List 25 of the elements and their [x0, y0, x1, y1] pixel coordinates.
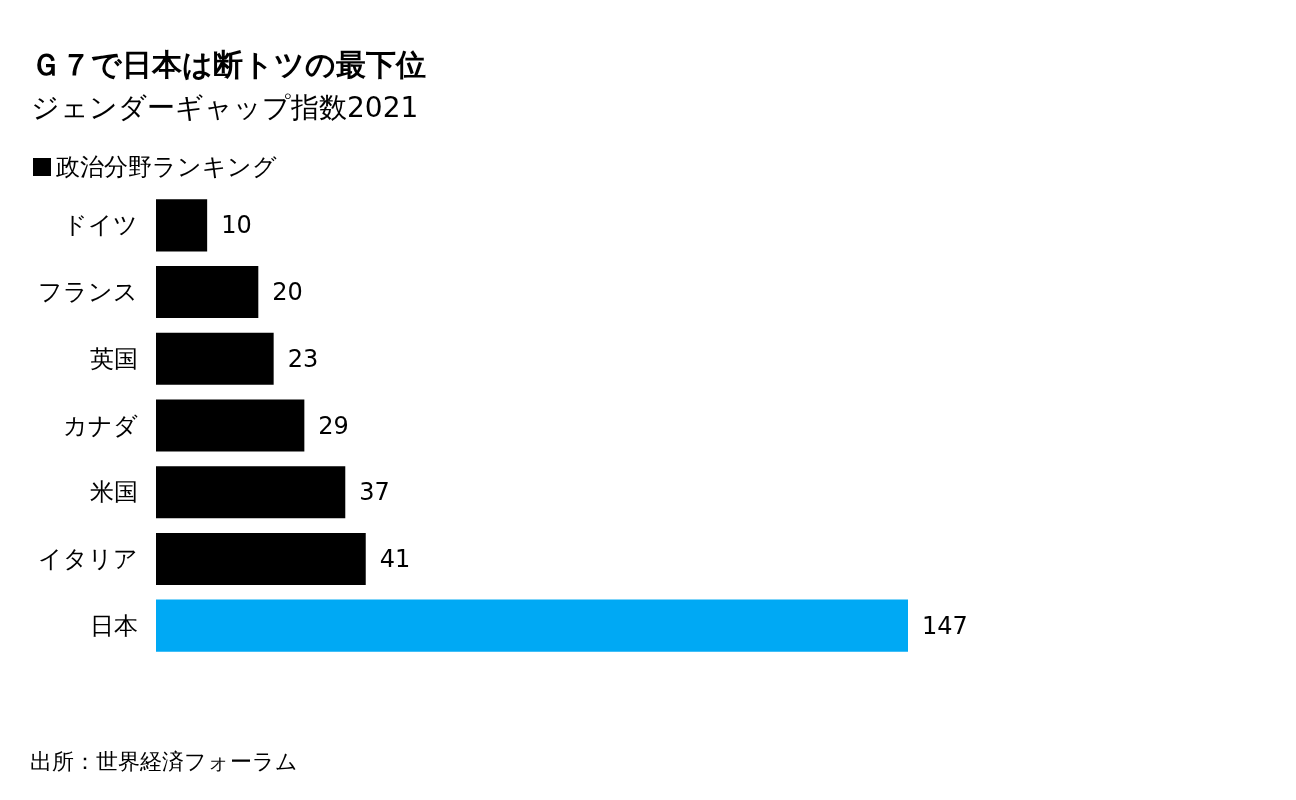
bar [156, 199, 208, 252]
data-label: 23 [287, 344, 319, 373]
data-label: 20 [272, 278, 303, 307]
bar [156, 266, 259, 319]
chart-subtitle: ジェンダーギャップ指数2021 [31, 90, 419, 124]
bar [156, 466, 346, 519]
data-label: 10 [221, 211, 252, 240]
y-tick-label: 英国 [90, 344, 138, 373]
data-label: 29 [318, 411, 349, 440]
y-tick-label: ドイツ [63, 211, 138, 240]
text: 出所：世界経済フォーラム [30, 748, 298, 774]
y-tick-label: カナダ [63, 411, 138, 440]
data-label: 41 [379, 544, 411, 573]
bar [156, 332, 274, 385]
y-tick-label: 米国 [90, 478, 138, 507]
y-tick-label: 日本 [90, 611, 138, 640]
data-label: 147 [922, 611, 968, 640]
data-label: 37 [359, 478, 390, 507]
legend-label: 政治分野ランキング [56, 153, 277, 181]
bar [156, 599, 908, 652]
y-tick-label: フランス [38, 278, 138, 307]
bar [156, 399, 305, 452]
chart-title: Ｇ７で日本は断トツの最下位 [31, 46, 426, 82]
bar [156, 532, 366, 585]
y-tick-label: イタリア [38, 544, 138, 573]
